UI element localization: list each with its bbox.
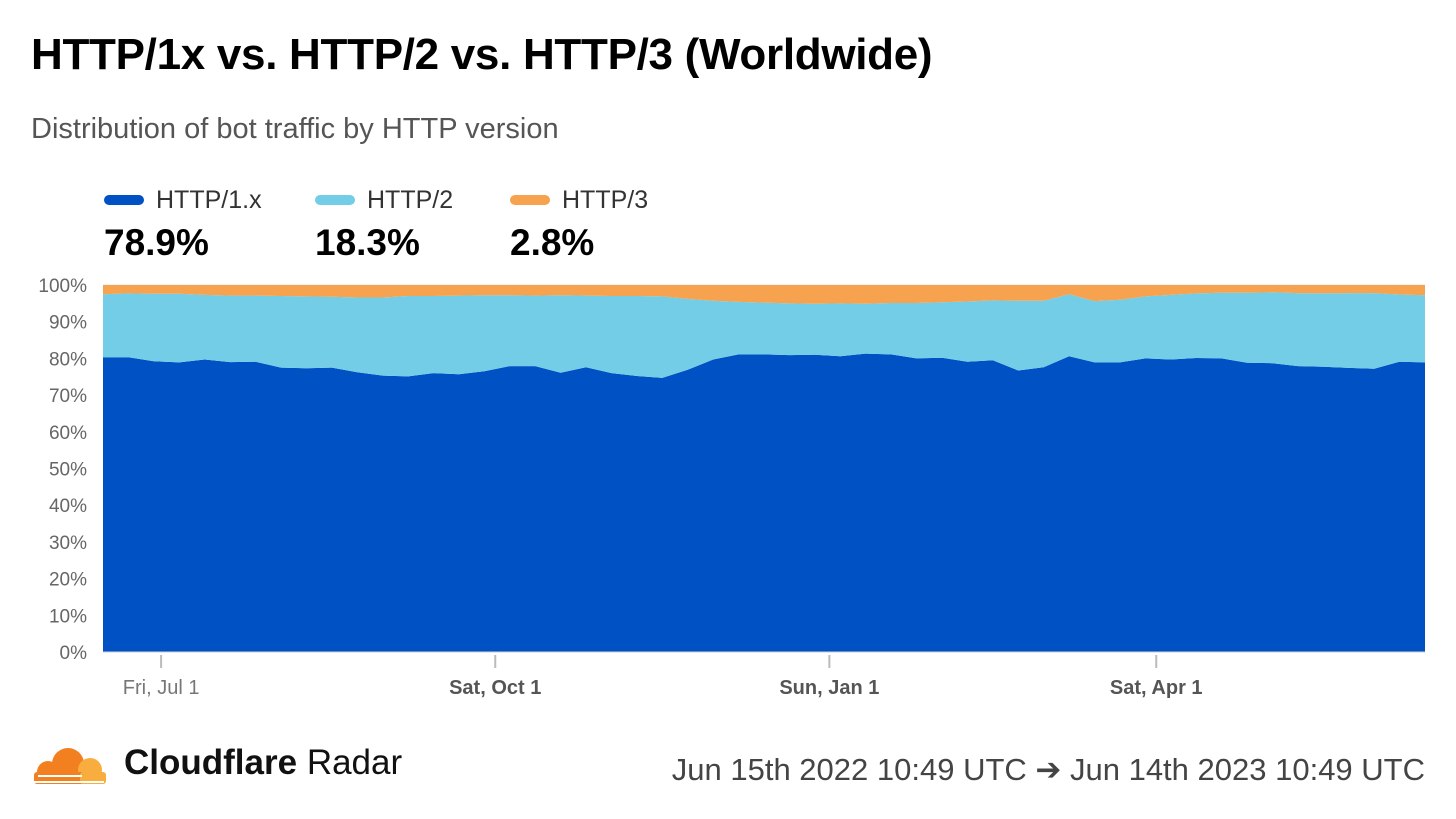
- legend-item-http1[interactable]: HTTP/1.x 78.9%: [104, 184, 262, 264]
- chart-areas: [103, 285, 1425, 653]
- y-tick-label: 80%: [49, 349, 87, 370]
- area-chart: 0% 10% 20% 30% 40% 50% 60% 70% 80% 90% 100% Fri, J…: [38, 276, 1425, 699]
- chart-subtitle: Distribution of bot traffic by HTTP vers…: [31, 113, 559, 145]
- cloudflare-logo: Cloudflare Radar: [30, 742, 402, 784]
- x-tick-label: Sun, Jan 1: [779, 677, 879, 699]
- area-series-http-3[interactable]: [103, 285, 1425, 304]
- legend-name-http1: HTTP/1.x: [156, 185, 262, 214]
- chart-title: HTTP/1x vs. HTTP/2 vs. HTTP/3 (Worldwide…: [31, 30, 933, 79]
- brand-name: Cloudflare Radar: [124, 743, 403, 782]
- legend-value-http2: 18.3%: [315, 222, 420, 263]
- legend-swatch-http1: [104, 195, 144, 205]
- legend-name-http3: HTTP/3: [562, 185, 649, 214]
- cloudflare-cloud-icon: [34, 748, 106, 784]
- y-tick-label: 0%: [60, 643, 88, 664]
- legend-swatch-http2: [315, 195, 355, 205]
- y-tick-label: 30%: [49, 533, 87, 554]
- legend-item-http3[interactable]: HTTP/3 2.8%: [510, 184, 648, 264]
- y-axis: 0% 10% 20% 30% 40% 50% 60% 70% 80% 90% 100%: [38, 276, 87, 664]
- area-series-http-2[interactable]: [103, 292, 1425, 378]
- y-tick-label: 20%: [49, 570, 87, 591]
- y-tick-label: 40%: [49, 496, 87, 517]
- x-axis: Fri, Jul 1 Sat, Oct 1 Sun, Jan 1 Sat, Apr 1: [123, 655, 1203, 699]
- y-tick-label: 90%: [49, 313, 87, 334]
- x-tick-label: Sat, Apr 1: [1110, 677, 1203, 699]
- legend-item-http2[interactable]: HTTP/2 18.3%: [315, 184, 453, 264]
- legend-value-http3: 2.8%: [510, 222, 595, 263]
- legend-value-http1: 78.9%: [104, 222, 209, 263]
- y-tick-label: 100%: [38, 276, 87, 297]
- area-series-http-1-x[interactable]: [103, 353, 1425, 652]
- x-tick-label: Sat, Oct 1: [449, 677, 541, 699]
- x-tick-label: Fri, Jul 1: [123, 677, 200, 699]
- legend-swatch-http3: [510, 195, 550, 205]
- y-tick-label: 60%: [49, 423, 87, 444]
- legend-name-http2: HTTP/2: [367, 185, 454, 214]
- y-tick-label: 50%: [49, 460, 87, 481]
- date-range: Jun 15th 2022 10:49 UTC ➔ Jun 14th 2023 …: [671, 752, 1425, 787]
- y-tick-label: 10%: [49, 606, 87, 627]
- y-tick-label: 70%: [49, 386, 87, 407]
